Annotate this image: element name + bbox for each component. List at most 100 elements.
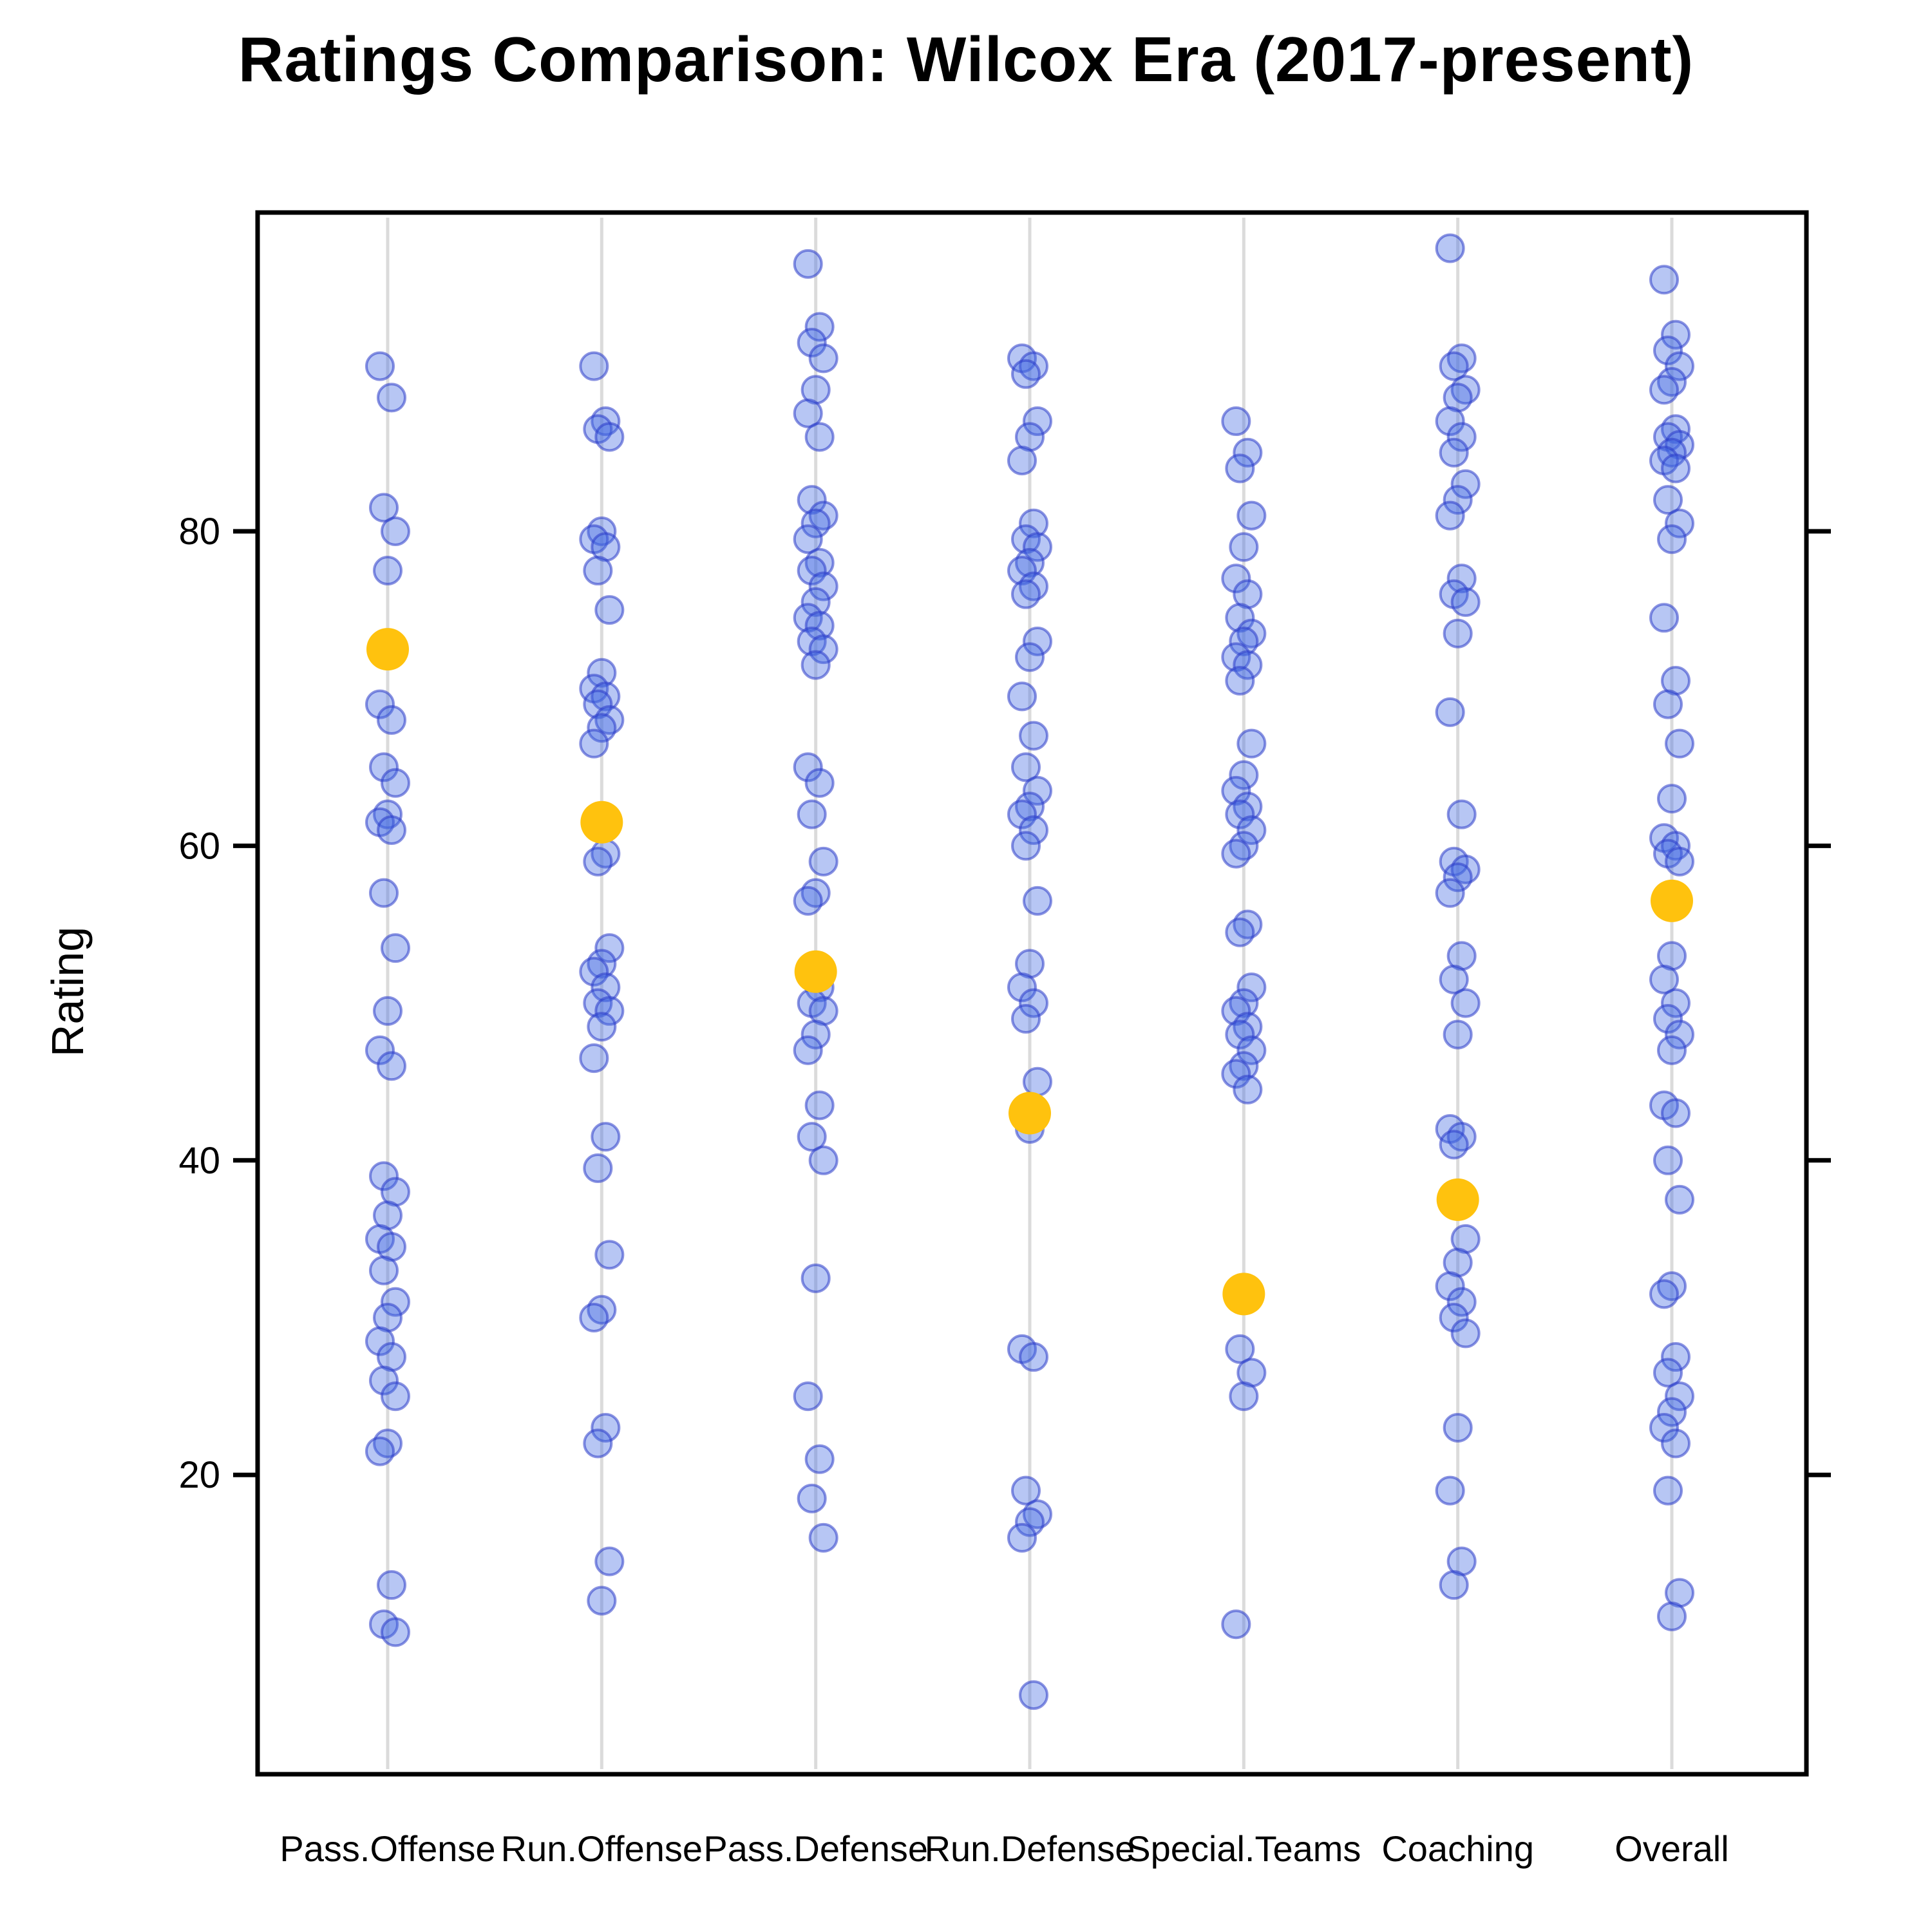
rating-point <box>804 768 835 798</box>
rating-point <box>1221 1059 1251 1089</box>
mean-point <box>1009 1092 1051 1135</box>
rating-point <box>1443 1412 1473 1443</box>
rating-point <box>1665 1381 1694 1412</box>
rating-point <box>1023 532 1052 562</box>
rating-point <box>1019 508 1048 538</box>
rating-point <box>1435 1271 1465 1302</box>
rating-point <box>1221 838 1251 869</box>
rating-point <box>793 886 823 916</box>
rating-point <box>1023 626 1052 656</box>
rating-point <box>797 556 827 586</box>
rating-point <box>381 1617 410 1647</box>
rating-point <box>804 312 835 342</box>
rating-point <box>1450 1318 1481 1349</box>
x-category-label: Pass.Defense <box>703 1828 928 1869</box>
rating-point <box>1450 988 1481 1018</box>
rating-point <box>1439 1303 1469 1332</box>
rating-point <box>1435 878 1465 908</box>
y-tick-label: 20 <box>178 1454 220 1496</box>
rating-point <box>1023 1066 1052 1097</box>
rating-point <box>369 752 399 782</box>
rating-point <box>800 1263 831 1293</box>
rating-point <box>1011 1004 1041 1034</box>
rating-point <box>793 1035 823 1065</box>
rating-point <box>1225 603 1255 633</box>
rating-point <box>808 1522 838 1553</box>
rating-point <box>1011 579 1041 609</box>
rating-point <box>1019 815 1048 845</box>
rating-point <box>1665 508 1694 538</box>
rating-point <box>1023 886 1052 916</box>
rating-point <box>1011 359 1041 389</box>
plot-frame <box>255 210 1809 1777</box>
rating-point <box>1439 437 1469 468</box>
rating-point <box>1657 784 1687 814</box>
rating-point <box>1649 1279 1679 1309</box>
rating-point <box>587 713 617 743</box>
rating-point <box>1007 799 1037 829</box>
rating-point <box>591 1412 621 1443</box>
rating-point <box>1229 1381 1259 1412</box>
x-category-label: Run.Offense <box>501 1828 703 1869</box>
rating-point <box>369 878 399 908</box>
rating-point <box>1225 917 1255 947</box>
rating-point <box>793 524 823 554</box>
rating-point <box>1011 752 1041 782</box>
mean-point <box>1222 1273 1265 1316</box>
mean-point <box>366 628 409 671</box>
rating-point <box>1007 556 1037 586</box>
rating-point <box>381 933 410 963</box>
rating-point <box>591 1122 621 1152</box>
rating-point <box>1007 1522 1037 1553</box>
rating-point <box>1665 1019 1694 1050</box>
rating-point <box>1233 437 1263 468</box>
rating-point <box>1657 1601 1687 1631</box>
y-tick-label: 80 <box>178 511 220 553</box>
rating-point <box>1236 500 1267 531</box>
rating-point <box>1019 988 1048 1018</box>
mean-point <box>1651 879 1693 922</box>
rating-point <box>1450 587 1481 617</box>
rating-point <box>365 1436 395 1466</box>
rating-point <box>594 996 625 1026</box>
rating-point <box>594 595 625 625</box>
rating-point <box>1019 1342 1048 1372</box>
x-category-label: Run.Defense <box>925 1828 1135 1869</box>
rating-point <box>797 327 827 357</box>
rating-point <box>1653 1475 1683 1506</box>
rating-point <box>1435 500 1465 531</box>
rating-point <box>1653 336 1683 366</box>
rating-point <box>1007 972 1037 1003</box>
rating-point <box>1653 1004 1683 1034</box>
rating-point <box>587 1586 617 1616</box>
rating-point <box>1661 1098 1690 1128</box>
rating-point <box>800 650 831 680</box>
rating-point <box>1225 1019 1255 1050</box>
rating-point <box>1221 406 1251 437</box>
rating-point <box>377 383 406 413</box>
rating-point <box>804 1090 835 1121</box>
rating-point <box>1450 469 1481 499</box>
rating-point <box>793 1381 823 1412</box>
rating-point <box>793 249 823 279</box>
rating-point <box>1225 453 1255 484</box>
rating-point <box>808 571 838 601</box>
rating-point <box>1446 422 1477 452</box>
rating-point <box>579 351 609 381</box>
rating-point <box>1446 1287 1477 1317</box>
rating-point <box>381 768 410 798</box>
rating-point <box>800 1019 831 1050</box>
rating-point <box>808 846 838 876</box>
rating-point <box>365 351 395 381</box>
rating-point <box>808 1145 838 1175</box>
rating-point <box>1221 564 1251 594</box>
rating-point <box>1661 1428 1690 1459</box>
rating-point <box>1439 1130 1469 1160</box>
rating-point <box>1435 406 1465 437</box>
rating-point <box>1661 1342 1690 1372</box>
rating-point <box>1653 689 1683 719</box>
rating-point <box>793 752 823 782</box>
rating-point <box>1221 996 1251 1026</box>
mean-point <box>580 800 623 844</box>
rating-point <box>1653 1358 1683 1388</box>
